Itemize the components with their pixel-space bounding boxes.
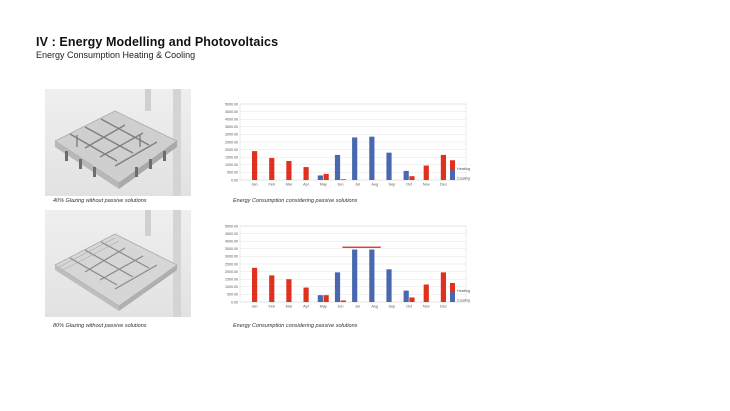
building-render-80-glazing — [45, 210, 191, 317]
y-tick-label: 5000.00 — [225, 102, 238, 106]
x-tick-label: May — [320, 183, 327, 187]
y-tick-label: 4500.00 — [225, 110, 238, 114]
y-tick-label: 3000.00 — [225, 133, 238, 137]
bar-heating-oct — [409, 176, 415, 180]
y-tick-label: 1000.00 — [225, 163, 238, 167]
x-tick-label: May — [320, 305, 327, 309]
bar-cooling-aug — [369, 249, 375, 302]
legend-swatch-cooling — [450, 170, 455, 180]
render-caption: 80% Glazing without passive solutions — [53, 323, 147, 329]
legend-label-cooling: Cooling — [457, 177, 470, 181]
y-tick-label: 3500.00 — [225, 247, 238, 251]
y-tick-label: 5000.00 — [225, 224, 238, 228]
x-tick-label: Aug — [371, 305, 378, 309]
bar-cooling-jun — [334, 272, 341, 302]
y-tick-label: 0.00 — [231, 300, 238, 304]
bar-heating-jun — [340, 179, 346, 180]
y-tick-label: 1000.00 — [225, 285, 238, 289]
y-tick-label: 0.00 — [231, 178, 238, 182]
legend-swatch-cooling — [450, 292, 455, 302]
y-tick-label: 3500.00 — [225, 125, 238, 129]
page-title: IV : Energy Modelling and Photovoltaics — [36, 35, 279, 49]
x-tick-label: Apr — [303, 305, 310, 309]
bar-heating-mar — [286, 161, 292, 180]
x-tick-label: Dec — [440, 183, 447, 187]
bar-cooling-jul — [352, 249, 358, 302]
y-tick-label: 3000.00 — [225, 255, 238, 259]
bar-heating-jan — [251, 151, 258, 180]
y-tick-label: 500.00 — [227, 293, 238, 297]
bar-cooling-jun — [334, 154, 341, 180]
x-tick-label: Oct — [406, 305, 413, 309]
bar-cooling-oct — [403, 170, 409, 180]
page-subtitle: Energy Consumption Heating & Cooling — [36, 50, 196, 60]
bar-heating-mar — [286, 279, 292, 302]
x-tick-label: Oct — [406, 183, 413, 187]
x-tick-label: Jan — [252, 183, 258, 187]
y-tick-label: 2000.00 — [225, 148, 238, 152]
legend-swatch-heating — [450, 160, 455, 180]
x-tick-label: Mar — [286, 183, 293, 187]
bar-heating-feb — [269, 275, 275, 302]
bar-heating-dec — [440, 272, 447, 302]
x-tick-label: Jan — [252, 305, 258, 309]
y-tick-label: 2500.00 — [225, 140, 238, 144]
x-tick-label: Dec — [440, 305, 447, 309]
x-tick-label: Jun — [337, 183, 343, 187]
x-tick-label: Mar — [286, 305, 293, 309]
bar-heating-apr — [303, 287, 309, 302]
x-tick-label: Jul — [355, 183, 360, 187]
building-render-40-glazing — [45, 89, 191, 196]
bar-cooling-sep — [386, 152, 392, 180]
chart-svg: 0.00 500.00 1000.00 1500.00 2000.00 2500.00 30… — [225, 224, 470, 309]
bar-cooling-oct — [403, 290, 409, 302]
chart-caption: Energy Consumption considering passive s… — [233, 198, 358, 204]
bar-heating-apr — [303, 167, 309, 180]
bar-heating-dec — [440, 154, 447, 180]
bar-cooling-sep — [386, 269, 392, 302]
chart-caption: Energy Consumption considering passive s… — [233, 323, 358, 329]
bar-cooling-aug — [369, 136, 375, 180]
x-tick-label: Nov — [423, 305, 430, 309]
chart-svg: 0.00 500.00 1000.00 1500.00 2000.00 2500.00 30… — [225, 102, 470, 187]
y-tick-label: 1500.00 — [225, 278, 238, 282]
y-tick-label: 4000.00 — [225, 118, 238, 122]
energy-chart-40-glazing: 0.00 500.00 1000.00 1500.00 2000.00 2500.00 30… — [218, 100, 488, 200]
bar-cooling-jul — [352, 137, 358, 180]
x-tick-label: Sep — [389, 305, 396, 309]
legend-label-heating: Heating — [457, 167, 470, 171]
bar-heating-nov — [423, 165, 429, 180]
bar-heating-feb — [269, 157, 275, 180]
y-tick-label: 2500.00 — [225, 262, 238, 266]
legend-label-heating: Heating — [457, 289, 470, 293]
x-tick-label: Apr — [303, 183, 310, 187]
bar-heating-nov — [423, 284, 429, 302]
bar-heating-may — [323, 173, 329, 180]
y-tick-label: 4000.00 — [225, 240, 238, 244]
x-tick-label: Nov — [423, 183, 430, 187]
bar-heating-jan — [251, 267, 258, 302]
legend-label-cooling: Cooling — [457, 299, 470, 303]
y-tick-label: 2000.00 — [225, 270, 238, 274]
bar-cooling-may — [317, 295, 323, 302]
x-tick-label: Feb — [268, 305, 275, 309]
x-tick-label: Feb — [268, 183, 275, 187]
x-tick-label: Aug — [371, 183, 378, 187]
bar-heating-oct — [409, 297, 415, 302]
x-tick-label: Sep — [389, 183, 396, 187]
x-tick-label: Jun — [337, 305, 343, 309]
render-caption: 40% Glazing without passive solutions — [53, 198, 147, 204]
bar-heating-jun — [340, 300, 346, 302]
energy-chart-80-glazing: 0.00 500.00 1000.00 1500.00 2000.00 2500.00 30… — [218, 222, 488, 322]
x-tick-label: Jul — [355, 305, 360, 309]
y-tick-label: 500.00 — [227, 171, 238, 175]
y-tick-label: 4500.00 — [225, 232, 238, 236]
bar-cooling-may — [317, 175, 323, 180]
y-tick-label: 1500.00 — [225, 156, 238, 160]
bar-heating-may — [323, 295, 329, 302]
